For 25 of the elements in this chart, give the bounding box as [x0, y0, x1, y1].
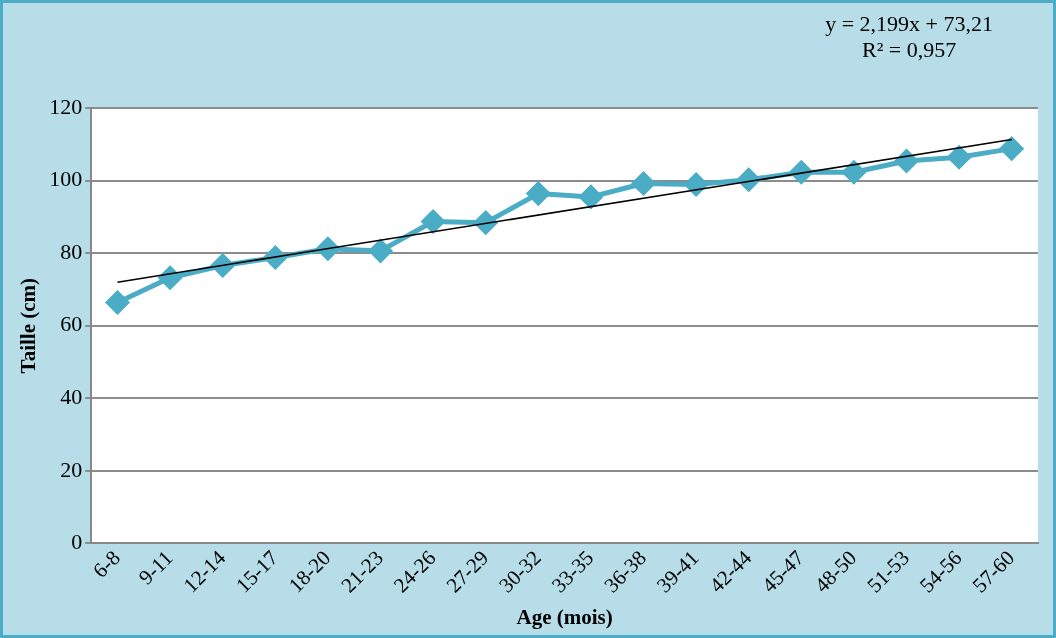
- point: [684, 173, 708, 197]
- y-tick-label: 120: [49, 93, 83, 119]
- text: y = 2,199x + 73,21: [825, 11, 993, 37]
- point: [106, 290, 129, 314]
- point: [579, 185, 603, 209]
- y-tick-label: 20: [60, 456, 83, 482]
- y-tick-label: 0: [71, 529, 83, 555]
- y-axis-title: Taille (cm): [16, 277, 41, 374]
- point: [421, 210, 445, 234]
- y-tick-label: 80: [60, 238, 83, 264]
- point: [947, 145, 971, 169]
- y-tick-label: 100: [49, 166, 83, 192]
- point: [369, 239, 392, 263]
- y-tick-label: 60: [60, 311, 83, 337]
- point: [526, 182, 550, 206]
- x-tick-label: 9-11: [133, 545, 178, 590]
- y-tick-label: 40: [60, 384, 83, 410]
- text: R² = 0,957: [861, 37, 958, 63]
- point: [895, 149, 918, 173]
- x-axis-title: Age (mois): [516, 604, 613, 629]
- point: [1000, 137, 1024, 161]
- point: [158, 266, 182, 290]
- point: [842, 160, 866, 184]
- x-tick-label: 6-8: [88, 545, 125, 583]
- point: [632, 171, 655, 195]
